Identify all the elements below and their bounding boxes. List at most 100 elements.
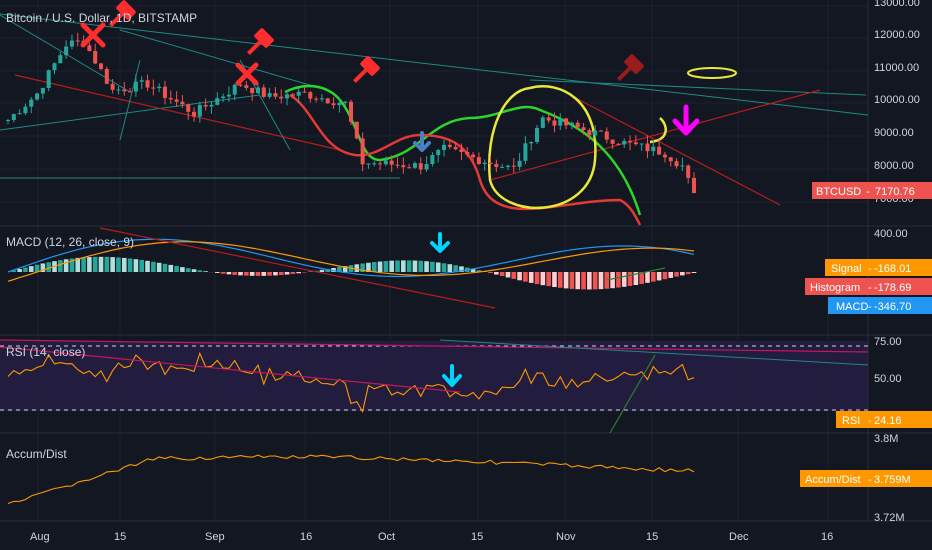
- candle: [145, 74, 150, 92]
- macd-bar: [488, 272, 493, 274]
- gavel-icon: [617, 54, 644, 81]
- macd-bar: [46, 262, 52, 272]
- price-tick: 8000.00: [874, 160, 914, 172]
- gavel-icon: [353, 56, 380, 83]
- accum-label: Accum/Dist - 3.759M: [800, 470, 932, 487]
- macd-bar: [133, 259, 139, 272]
- candle: [447, 139, 452, 150]
- candle: [436, 148, 441, 163]
- macd-bar: [40, 263, 46, 272]
- macd-bar: [121, 257, 127, 272]
- macd-bar: [650, 272, 656, 282]
- candle: [273, 87, 278, 100]
- macd-tick: 400.00: [874, 228, 908, 240]
- macd-bar: [563, 272, 569, 289]
- macd-bar: [430, 261, 435, 272]
- macd-drawings: [99, 227, 666, 309]
- candle: [285, 91, 290, 106]
- candle: [343, 100, 348, 107]
- candle: [593, 125, 598, 140]
- macd-bar: [540, 272, 546, 286]
- macd-bar: [418, 260, 424, 272]
- price-tick: 10000.00: [874, 94, 920, 106]
- macd-labels: Signal - -168.01 Histogram - -178.69 MAC…: [805, 259, 932, 314]
- candle: [325, 98, 330, 104]
- candle: [540, 115, 545, 129]
- red-x-markers: [80, 22, 259, 86]
- candle: [424, 156, 429, 172]
- macd-bar: [180, 267, 185, 272]
- candle: [366, 163, 371, 169]
- macd-bar: [69, 258, 75, 272]
- candle: [418, 157, 423, 175]
- macd-bar: [360, 263, 365, 272]
- candle: [157, 83, 162, 93]
- candle: [628, 135, 633, 151]
- accum-axis: 3.8M 3.72M: [874, 433, 905, 524]
- macd-bar: [656, 272, 662, 281]
- accum-dist-title: Accum/Dist: [6, 447, 67, 461]
- macd-bar: [494, 272, 499, 275]
- candle: [238, 83, 243, 87]
- svg-text:3.8M: 3.8M: [874, 433, 898, 445]
- candle: [657, 139, 662, 155]
- arrow-down-icon: [672, 104, 700, 136]
- candle: [308, 90, 313, 103]
- macd-bar: [273, 272, 278, 276]
- macd-bar: [296, 272, 301, 274]
- gavel-icon: [247, 28, 274, 55]
- macd-bar: [325, 268, 331, 272]
- candle: [575, 120, 580, 130]
- price-tick: 13000.00: [874, 0, 920, 9]
- candle: [383, 156, 388, 167]
- time-tick: Aug: [30, 531, 50, 543]
- time-tick: 15: [114, 531, 126, 543]
- macd-bar: [331, 267, 336, 272]
- grid: [0, 0, 868, 521]
- svg-text:-: -: [868, 474, 872, 486]
- candle: [645, 135, 650, 159]
- svg-text:-: -: [868, 415, 872, 427]
- candle: [476, 152, 481, 166]
- macd-bar: [587, 272, 592, 290]
- rsi-label: RSI - 24.16: [836, 411, 932, 428]
- time-tick: 15: [471, 531, 483, 543]
- candle: [378, 161, 383, 171]
- macd-bar: [441, 263, 447, 272]
- macd-bar: [598, 272, 604, 290]
- candle: [296, 88, 301, 104]
- candle: [482, 159, 487, 171]
- candle: [116, 86, 121, 95]
- candle: [52, 62, 57, 75]
- macd-bar: [28, 266, 34, 272]
- rsi-line: [7, 351, 695, 413]
- time-tick: 16: [300, 531, 312, 543]
- candle: [162, 80, 167, 105]
- svg-text:75.00: 75.00: [874, 336, 902, 348]
- candle: [87, 42, 92, 52]
- candle: [267, 87, 272, 99]
- candle: [174, 91, 179, 107]
- macd-bar: [581, 272, 586, 290]
- macd-bar: [75, 257, 81, 272]
- macd-bar: [104, 256, 110, 272]
- macd-bar: [680, 272, 685, 276]
- candle: [110, 78, 115, 94]
- macd-bar: [58, 260, 63, 272]
- macd-bar: [337, 267, 342, 272]
- macd-bar: [412, 260, 418, 272]
- candle: [197, 101, 202, 123]
- arrow-down-icon: [442, 364, 462, 387]
- candle: [691, 172, 697, 194]
- candle: [511, 158, 516, 174]
- candle: [11, 113, 16, 123]
- candle: [58, 51, 63, 64]
- candle: [453, 142, 458, 151]
- candle: [64, 40, 69, 59]
- macd-bar: [383, 261, 389, 272]
- macd-bar: [511, 272, 517, 279]
- macd-bar: [557, 272, 563, 288]
- macd-bar: [517, 272, 522, 281]
- macd-bar: [191, 269, 197, 272]
